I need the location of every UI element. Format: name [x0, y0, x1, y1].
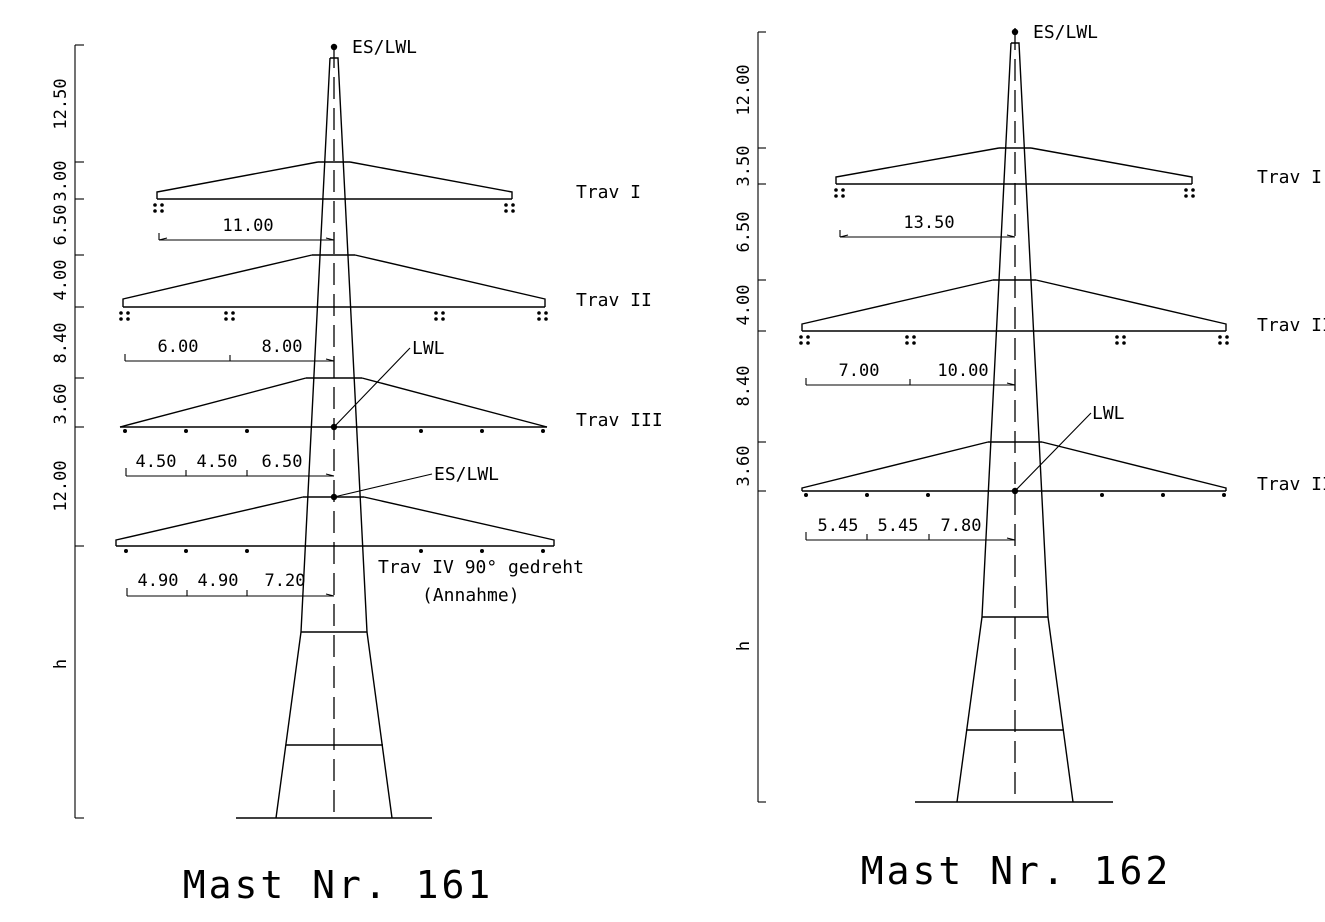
mast-161-crossarm-3-label: Trav III [576, 410, 663, 431]
mast-162-crossarm-3-label: Trav III [1257, 474, 1325, 495]
mast-162-trav3-dim-line [805, 532, 1016, 541]
mast-162-tower-body [915, 28, 1113, 803]
mast-161-height-dim-5: 8.40 [51, 323, 71, 364]
mast-162-height-dim-3: 6.50 [734, 212, 754, 253]
mast-161-crossarm-2 [119, 254, 548, 321]
mast-162-trav2-dim-2: 10.00 [937, 361, 988, 381]
mast-161-height-dim-1: 12.50 [51, 78, 71, 129]
mast-161-crossarm-1-label: Trav I [576, 182, 641, 203]
mast-162-lwl-label: LWL [1092, 403, 1125, 424]
mast-162-trav3-dim-1: 5.45 [818, 516, 859, 536]
mast-162-height-dim-h: h [734, 641, 754, 651]
mast-161-trav2-dim-2: 8.00 [262, 337, 303, 357]
mast-161-trav4-dim-1: 4.90 [138, 571, 179, 591]
mast-162-height-dim-6: 3.60 [734, 446, 754, 487]
mast-161-trav2-dim-line [124, 354, 335, 362]
mast-161-crossarm-1 [153, 161, 515, 213]
mast-162-title: Mast Nr. 162 [861, 849, 1172, 893]
mast-161-trav1-dim: 11.00 [222, 216, 273, 236]
mast-162-crossarm-1-label: Trav I [1257, 167, 1322, 188]
mast-162-height-dim-5: 8.40 [734, 366, 754, 407]
mast-161-top-dot [330, 43, 338, 51]
mast-161-crossarm-4-note: (Annahme) [422, 585, 520, 606]
mast-161-height-axis [74, 44, 84, 819]
mast-161-es-lwl-leader [333, 473, 433, 498]
mast-161-crossarm-2-label: Trav II [576, 290, 652, 311]
mast-161-trav3-dim-1: 4.50 [136, 452, 177, 472]
mast-161-trav1-dim-line [158, 233, 335, 241]
mast-161-height-dim-6: 3.60 [51, 384, 71, 425]
mast-162-top-dot [1011, 28, 1019, 36]
mast-162-trav1-dim: 13.50 [903, 213, 954, 233]
mast-162: 12.00 3.50 6.50 4.00 8.40 3.60 h ES/LWL [734, 22, 1325, 893]
mast-161-trav3-dim-line [125, 468, 335, 477]
mast-161-top-label: ES/LWL [352, 37, 417, 58]
mast-162-crossarm-1 [834, 147, 1195, 198]
mast-161: 12.50 3.00 6.50 4.00 8.40 3.60 12.00 h E… [51, 37, 663, 907]
mast-161-trav4-dim-3: 7.20 [265, 571, 306, 591]
mast-162-top-label: ES/LWL [1033, 22, 1098, 43]
mast-162-trav1-dim-line [839, 230, 1016, 238]
mast-161-tower-body [236, 46, 432, 819]
mast-161-height-dim-3: 6.50 [51, 205, 71, 246]
mast-161-lwl-label: LWL [412, 338, 445, 359]
mast-162-trav3-dim-3: 7.80 [941, 516, 982, 536]
mast-162-crossarm-2-label: Trav II [1257, 315, 1325, 336]
mast-161-title: Mast Nr. 161 [183, 863, 494, 907]
mast-162-height-dim-4: 4.00 [734, 285, 754, 326]
mast-162-lwl-leader [1014, 412, 1092, 492]
mast-161-lwl-leader [333, 347, 411, 428]
mast-162-trav2-dim-1: 7.00 [839, 361, 880, 381]
mast-161-trav3-dim-2: 4.50 [197, 452, 238, 472]
mast-162-trav2-dim-line [805, 378, 1016, 386]
mast-162-height-dim-1: 12.00 [734, 64, 754, 115]
mast-161-es-lwl-label: ES/LWL [434, 464, 499, 485]
mast-162-crossarm-3 [801, 441, 1227, 497]
mast-161-crossarm-3 [119, 377, 548, 433]
mast-161-crossarm-4 [115, 493, 555, 553]
mast-162-height-axis [757, 31, 766, 803]
mast-161-trav3-dim-3: 6.50 [262, 452, 303, 472]
mast-161-crossarm-4-label: Trav IV 90° gedreht [378, 557, 584, 578]
mast-161-trav4-dim-line [126, 588, 335, 597]
mast-161-trav4-dim-2: 4.90 [198, 571, 239, 591]
mast-162-trav3-dim-2: 5.45 [878, 516, 919, 536]
mast-161-height-dim-4: 4.00 [51, 260, 71, 301]
mast-161-height-dim-2: 3.00 [51, 161, 71, 202]
mast-161-height-dim-h: h [51, 659, 71, 669]
mast-162-crossarm-2 [799, 279, 1229, 345]
mast-161-height-dim-7: 12.00 [51, 460, 71, 511]
mast-161-trav2-dim-1: 6.00 [158, 337, 199, 357]
mast-162-height-dim-2: 3.50 [734, 146, 754, 187]
